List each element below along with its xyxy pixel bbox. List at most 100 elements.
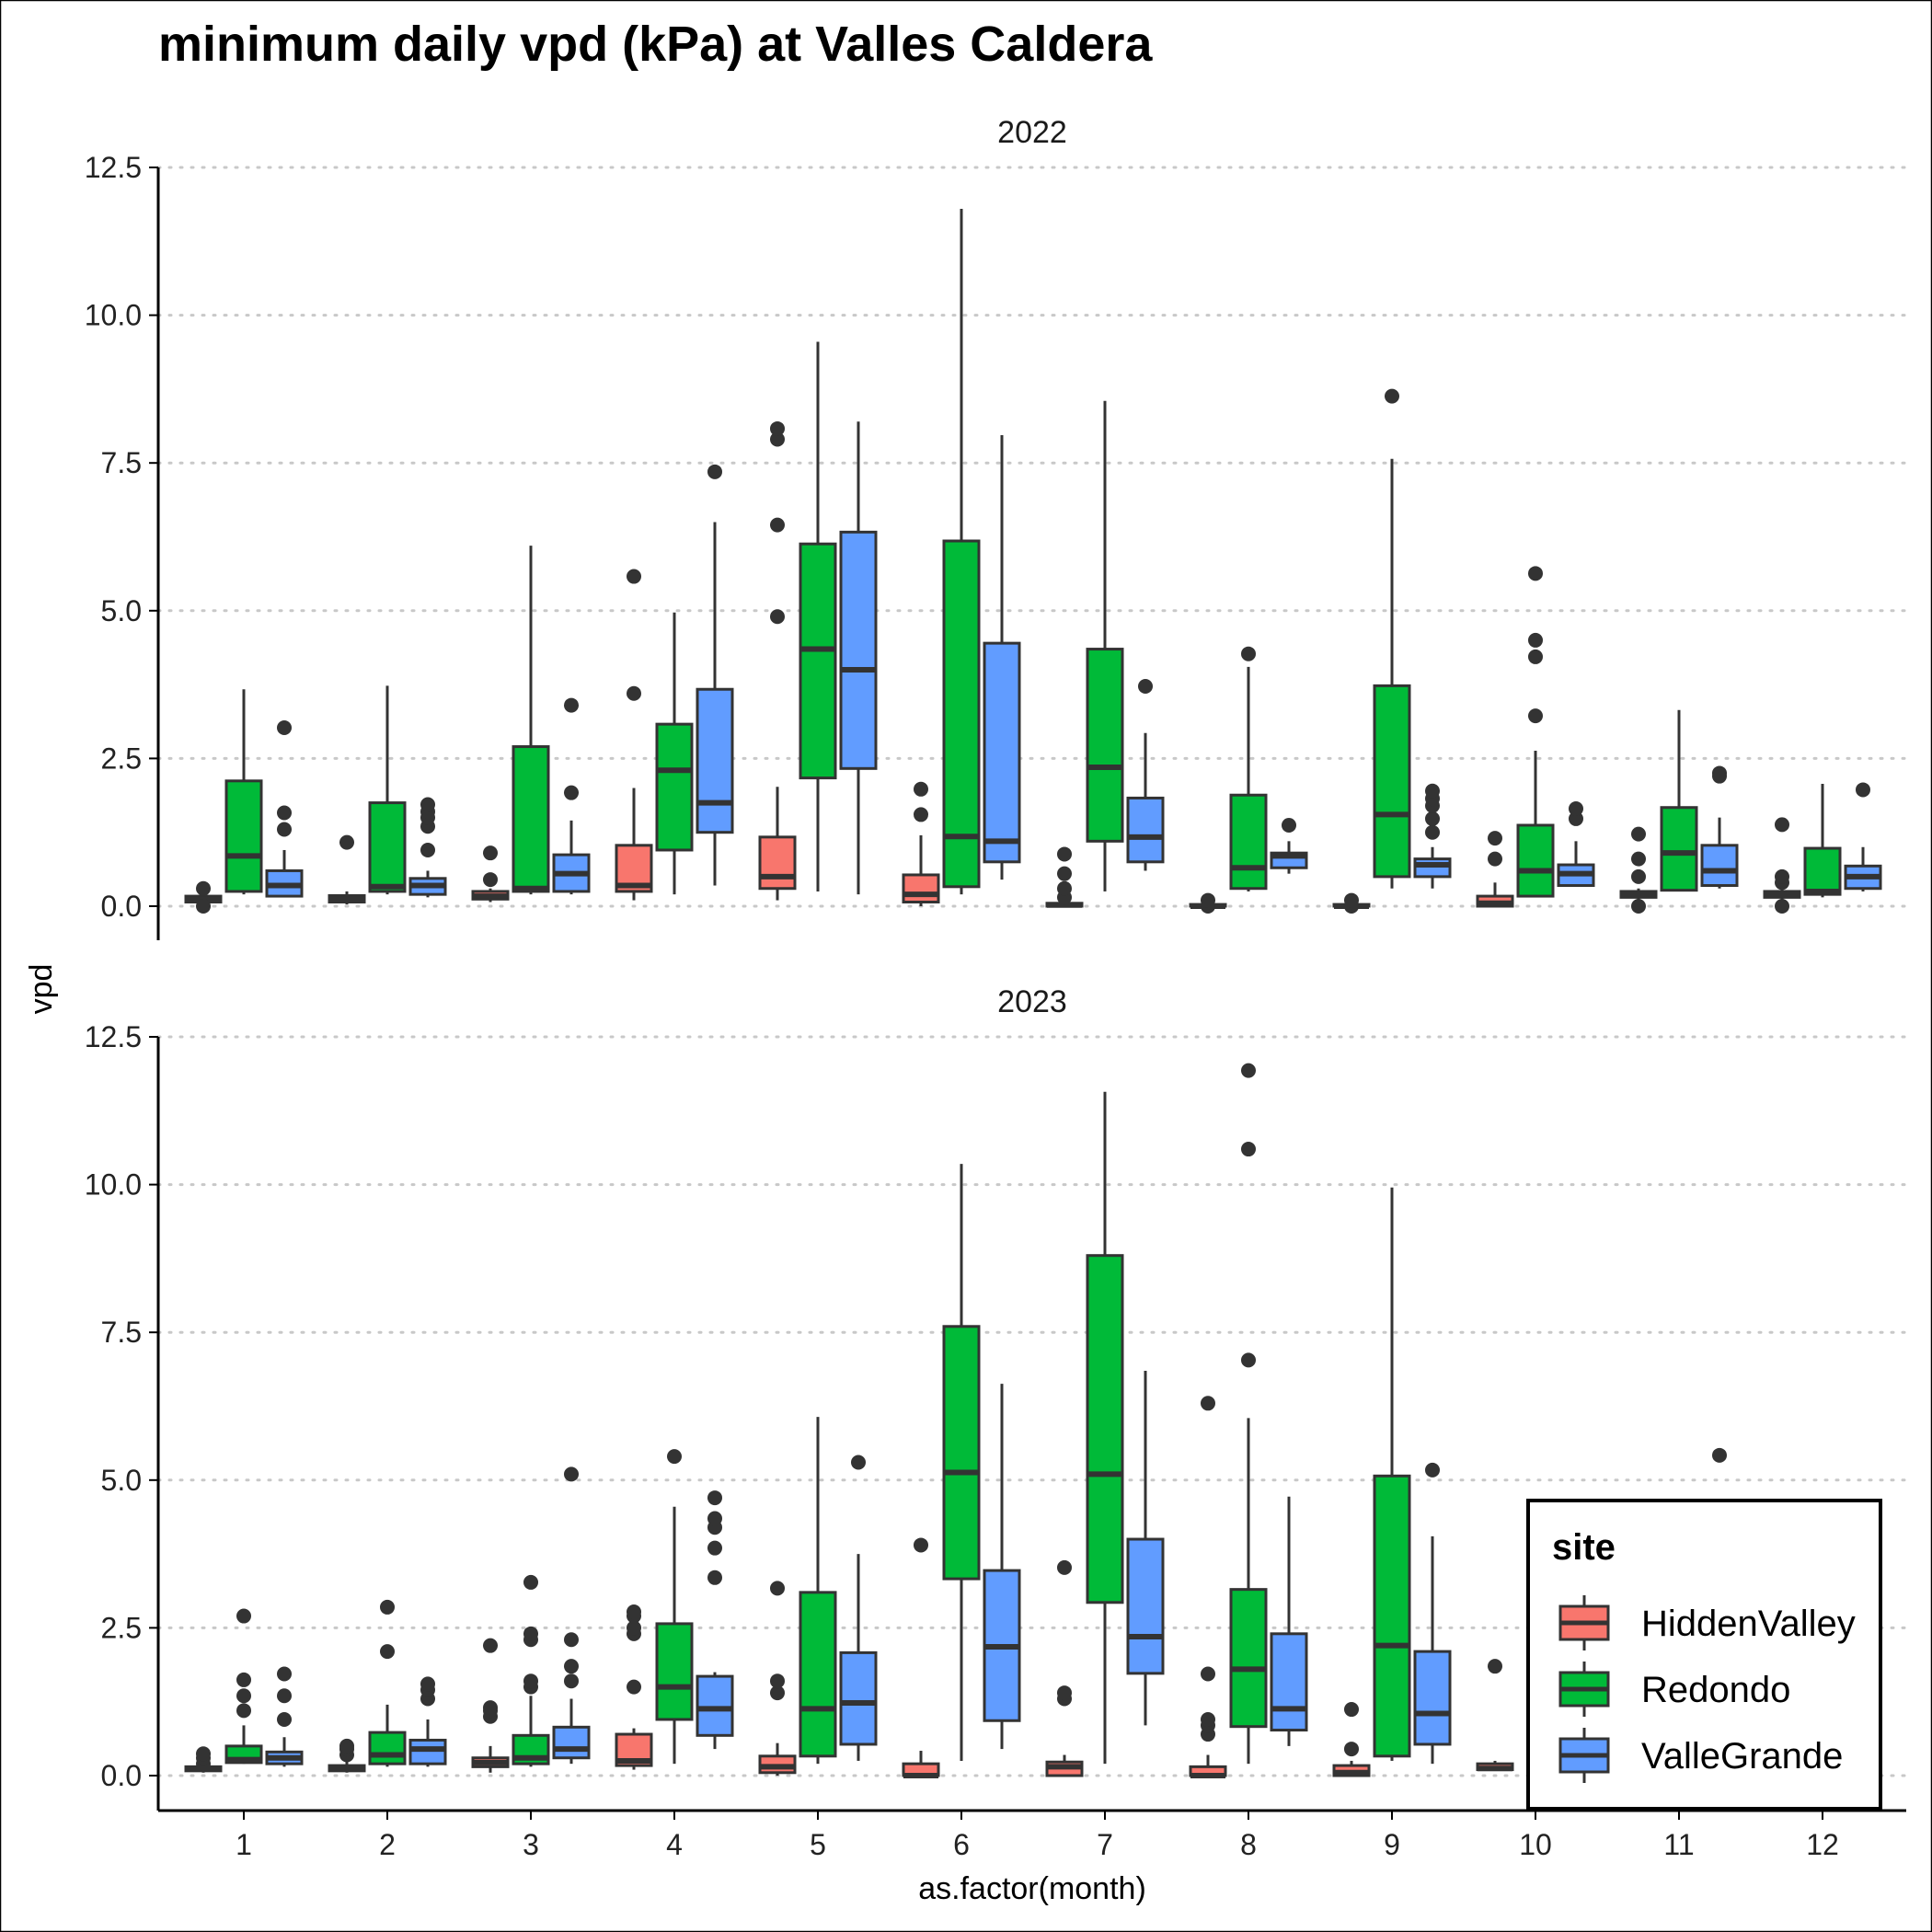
legend-label: Redondo	[1641, 1670, 1790, 1710]
outlier-point	[483, 845, 498, 861]
outlier-point	[1344, 1702, 1359, 1718]
series-HiddenValley	[184, 420, 1801, 914]
chart-title: minimum daily vpd (kPa) at Valles Calder…	[158, 17, 1153, 72]
box-HiddenValley-month-4	[615, 1604, 653, 1770]
box-body	[1270, 1632, 1308, 1732]
box-Redondo-month-5	[799, 1417, 837, 1765]
box-body	[1086, 1254, 1124, 1604]
outlier-point	[1385, 388, 1399, 404]
outlier-point	[1201, 1711, 1215, 1727]
box-ValleGrande-month-6	[983, 1384, 1021, 1750]
box-ValleGrande-month-7	[1126, 1370, 1165, 1726]
outlier-point	[1201, 1396, 1215, 1411]
box-body	[1516, 823, 1555, 898]
outlier-point	[1201, 892, 1215, 908]
outlier-point	[627, 1679, 641, 1695]
box-Redondo-month-2	[368, 1599, 407, 1767]
x-tick-label: 4	[666, 1828, 683, 1861]
outlier-point	[277, 805, 292, 821]
outlier-point	[627, 1620, 641, 1636]
box-body	[1413, 857, 1452, 879]
legend-label: HiddenValley	[1641, 1604, 1856, 1644]
outlier-point	[380, 1599, 395, 1615]
box-body	[655, 1622, 694, 1721]
box-ValleGrande-month-11	[1712, 1447, 1727, 1463]
box-Redondo-month-7	[1086, 400, 1124, 891]
box-body	[1803, 846, 1842, 896]
y-tick-label: 5.0	[101, 594, 142, 627]
y-tick-label: 2.5	[101, 1611, 142, 1644]
outlier-point	[277, 822, 292, 837]
outlier-point	[1057, 880, 1072, 896]
outlier-point	[1425, 1462, 1440, 1478]
outlier-point	[236, 1703, 251, 1719]
outlier-point	[380, 1644, 395, 1660]
box-Redondo-month-4	[655, 1449, 694, 1765]
legend-item-Redondo: Redondo	[1558, 1662, 1790, 1717]
outlier-point	[420, 1676, 435, 1692]
box-ValleGrande-month-4	[696, 464, 734, 886]
outlier-point	[339, 1738, 354, 1754]
box-ValleGrande-month-1	[265, 719, 304, 898]
outlier-point	[1057, 1559, 1072, 1575]
box-body	[839, 530, 878, 770]
legend: site HiddenValley Redondo ValleGrande	[1526, 1499, 1882, 1811]
panels: 0.0 2.5 5.0 7.5 10.0 12.5 0.0 2.5 5.0 7.5 10.0 12.5…	[85, 151, 1908, 1861]
box-Redondo-month-10	[1516, 566, 1555, 898]
outlier-point	[1344, 1742, 1359, 1757]
box-HiddenValley-month-7	[1045, 1559, 1084, 1777]
outlier-point	[707, 1570, 722, 1585]
box-body	[696, 1674, 734, 1737]
box-Redondo-month-9	[1373, 388, 1411, 889]
box-HiddenValley-month-1	[184, 1746, 223, 1773]
panel-label-2022: 2022	[997, 115, 1067, 150]
outlier-point	[483, 872, 498, 888]
box-body	[696, 687, 734, 834]
x-tick-label: 10	[1519, 1828, 1552, 1861]
outlier-point	[236, 1672, 251, 1687]
legend-title: site	[1552, 1527, 1616, 1568]
series-Redondo	[224, 208, 1842, 898]
box-body	[368, 801, 407, 893]
outlier-point	[770, 1673, 785, 1689]
x-tick-label: 7	[1097, 1828, 1113, 1861]
outlier-point	[1631, 899, 1646, 914]
box-Redondo-month-7	[1086, 1091, 1124, 1765]
box-body	[1660, 806, 1698, 892]
box-ValleGrande-month-3	[552, 697, 591, 895]
x-tick-label: 6	[953, 1828, 970, 1861]
y-tick-label: 12.5	[85, 151, 142, 184]
outlier-point	[1425, 783, 1440, 799]
box-HiddenValley-month-5	[758, 1581, 797, 1776]
box-body	[1126, 796, 1165, 864]
box-ValleGrande-month-11	[1700, 765, 1739, 889]
outlier-point	[1528, 649, 1543, 664]
outlier-point	[523, 1626, 538, 1641]
outlier-point	[277, 1666, 292, 1682]
series-ValleGrande	[265, 1370, 1727, 1767]
outlier-point	[1344, 892, 1359, 908]
x-tick-label: 5	[810, 1828, 826, 1861]
outlier-point	[627, 1604, 641, 1620]
x-tick-label: 12	[1806, 1828, 1839, 1861]
box-ValleGrande-month-1	[265, 1666, 304, 1767]
box-Redondo-month-12	[1803, 784, 1842, 898]
outlier-point	[1488, 831, 1502, 846]
box-Redondo-month-9	[1373, 1187, 1411, 1761]
box-body	[1373, 684, 1411, 879]
box-body	[655, 722, 694, 852]
outlier-point	[667, 1449, 682, 1465]
box-body	[224, 779, 263, 893]
outlier-point	[1425, 811, 1440, 826]
box-HiddenValley-month-9	[1332, 892, 1371, 914]
outlier-point	[1856, 782, 1870, 798]
box-body	[942, 1325, 981, 1581]
outlier-point	[1631, 851, 1646, 867]
series-Redondo	[224, 1063, 1411, 1767]
outlier-point	[564, 785, 579, 800]
box-body	[1413, 1650, 1452, 1746]
outlier-point	[770, 517, 785, 533]
outlier-point	[564, 697, 579, 713]
